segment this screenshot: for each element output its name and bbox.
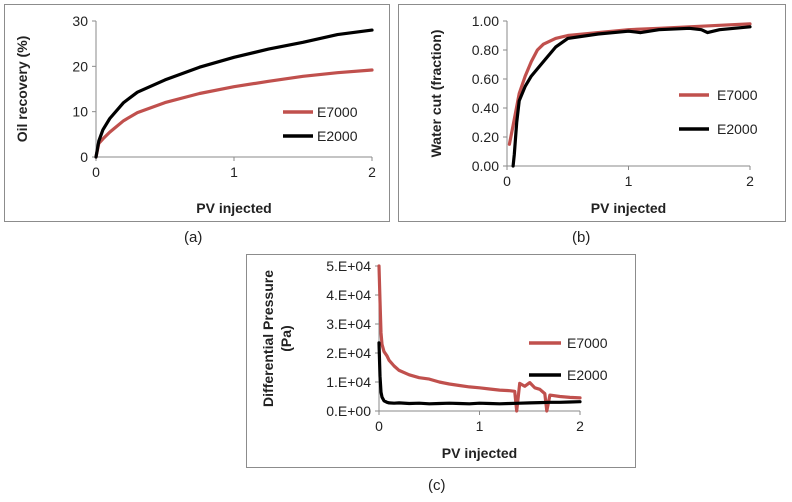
y-tick-label: 0.80 [472, 42, 499, 58]
y-tick-label: 0.20 [472, 129, 499, 145]
y-tick-label: 4.E+04 [326, 287, 371, 303]
chart-panel-b: 0.00 0.20 0.40 0.60 0.80 1.00 0 1 2 PV injected Wa… [398, 4, 786, 222]
y-axis-label: Oil recovery (%) [14, 36, 30, 143]
y-tick-label: 0.00 [472, 158, 499, 174]
series-line-e2000 [94, 28, 374, 159]
x-tick-label: 2 [746, 173, 754, 189]
y-tick-label: 5.E+04 [326, 258, 371, 274]
x-tick-label: 2 [368, 164, 376, 180]
y-tick-label: 0.60 [472, 71, 499, 87]
chart-b-svg: 0.00 0.20 0.40 0.60 0.80 1.00 0 1 2 PV injected Wa… [428, 13, 758, 216]
y-tick-label: 0.40 [472, 100, 499, 116]
x-tick-label: 0 [503, 173, 511, 189]
y-tick-label: 2.E+04 [326, 345, 371, 361]
caption-c: (c) [428, 477, 446, 494]
y-tick-label: 3.E+04 [326, 316, 371, 332]
legend-label-e7000: E7000 [567, 335, 608, 351]
x-axis-label: PV injected [591, 200, 666, 216]
y-tick-label: 10 [72, 104, 88, 120]
y-axis-label: Differential Pressure [260, 270, 276, 407]
series-line-e7000 [507, 22, 752, 146]
x-tick-label: 1 [230, 164, 238, 180]
legend-label-e7000: E7000 [317, 104, 358, 120]
x-axis-label: PV injected [196, 200, 271, 216]
y-tick-label: 0 [80, 149, 88, 165]
chart-a-svg: 0 10 20 30 0 1 2 PV injected Oil recovery (%) E70… [14, 13, 376, 216]
x-tick-label: 0 [375, 418, 383, 434]
chart-c-svg: 0.E+00 1.E+04 2.E+04 3.E+04 4.E+04 5.E+04 0 1 2 P… [260, 258, 608, 461]
y-tick-label: 1.E+04 [326, 374, 371, 390]
series-line-e7000 [94, 68, 374, 159]
x-tick-label: 0 [92, 164, 100, 180]
y-axis-label: (Pa) [278, 325, 294, 351]
legend-label-e7000: E7000 [717, 87, 758, 103]
legend-label-e2000: E2000 [717, 121, 758, 137]
x-axis-label: PV injected [442, 445, 517, 461]
x-tick-label: 2 [576, 418, 584, 434]
caption-b: (b) [572, 229, 591, 246]
caption-a: (a) [184, 229, 203, 246]
series-line-e7000 [377, 264, 582, 413]
chart-panel-c: 0.E+00 1.E+04 2.E+04 3.E+04 4.E+04 5.E+04 0 1 2 P… [246, 254, 636, 468]
y-tick-label: 0.E+00 [326, 403, 371, 419]
series-line-e2000 [377, 341, 582, 406]
chart-panel-a: 0 10 20 30 0 1 2 PV injected Oil recovery (%) E70… [4, 4, 390, 222]
y-tick-label: 30 [72, 13, 88, 29]
y-tick-label: 1.00 [472, 13, 499, 29]
y-axis-label: Water cut (fraction) [428, 30, 444, 158]
y-tick-label: 20 [72, 58, 88, 74]
legend-label-e2000: E2000 [567, 367, 608, 383]
x-tick-label: 1 [476, 418, 484, 434]
x-tick-label: 1 [625, 173, 633, 189]
legend-label-e2000: E2000 [317, 128, 358, 144]
series-line-e2000 [511, 25, 752, 168]
